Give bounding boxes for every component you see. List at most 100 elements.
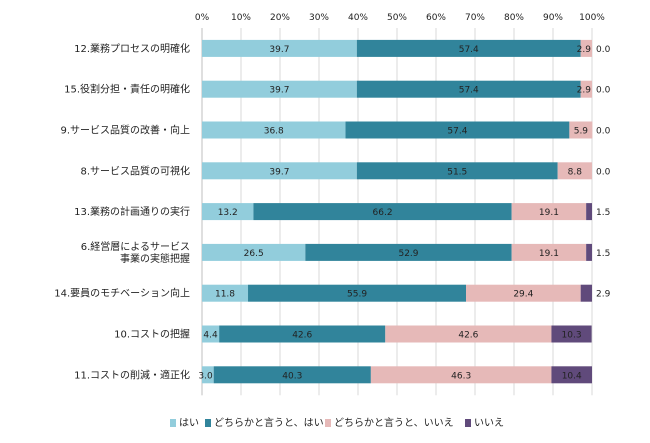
- data-label: 1.5: [596, 208, 610, 218]
- data-label: 39.7: [269, 167, 289, 177]
- bar-segment: [202, 203, 254, 221]
- data-label: 5.9: [574, 127, 589, 137]
- category-label: 8.サービス品質の可視化: [80, 164, 190, 177]
- category-labels: 12.業務プロセスの明確化 15.役割分担・責任の明確化 9.サービス品質の改善・向…: [54, 42, 190, 381]
- x-axis-ticks: 0% 10% 20% 30% 40% 50% 60% 70% 80% 90% 100%: [195, 13, 605, 23]
- data-label: 13.2: [218, 208, 238, 218]
- bar-segment: [213, 366, 371, 384]
- data-label: 19.1: [539, 249, 559, 259]
- x-tick-label: 40%: [348, 13, 368, 23]
- bar-segment: [202, 325, 220, 343]
- bar-segment: [551, 366, 592, 384]
- x-tick-label: 60%: [426, 13, 446, 23]
- bar-segment: [345, 121, 570, 139]
- bar-segment: [202, 243, 306, 261]
- data-label: 26.5: [244, 249, 264, 259]
- data-label: 66.2: [373, 208, 393, 218]
- x-tick-label: 30%: [309, 13, 329, 23]
- category-label: 13.業務の計画通りの実行: [74, 205, 190, 218]
- x-tick-label: 50%: [387, 13, 407, 23]
- data-label: 52.9: [398, 249, 418, 259]
- legend-item-label: どちらかと言うと、いいえ: [334, 416, 454, 429]
- bar-segment: [466, 284, 581, 302]
- data-label: 55.9: [347, 290, 367, 300]
- x-tick-label: 80%: [504, 13, 524, 23]
- bar-segment: [356, 162, 558, 180]
- data-label: 1.5: [596, 249, 610, 259]
- bar-segment: [557, 162, 592, 180]
- x-tick-label: 0%: [195, 13, 210, 23]
- category-label: 10.コストの把握: [114, 328, 190, 341]
- data-label: 10.4: [562, 371, 582, 381]
- bar-segment: [586, 203, 592, 221]
- bars: [202, 39, 593, 384]
- data-label: 19.1: [539, 208, 559, 218]
- x-tick-label: 90%: [543, 13, 563, 23]
- category-label: 11.コストの削減・適正化: [74, 368, 190, 381]
- data-label: 39.7: [269, 86, 289, 96]
- bar-segment: [202, 366, 214, 384]
- bar-segment: [580, 80, 592, 98]
- bar-segment: [219, 325, 386, 343]
- legend-item-label: はい: [179, 417, 199, 429]
- data-label: 10.3: [562, 331, 582, 341]
- data-label: 57.4: [447, 127, 467, 137]
- data-label: 0.0: [596, 127, 611, 137]
- bar-segment: [202, 121, 346, 139]
- data-label: 0.0: [596, 45, 611, 55]
- category-label: 14.要員のモチベーション向上: [54, 287, 190, 300]
- bar-segment: [511, 203, 587, 221]
- bar-segment: [305, 243, 512, 261]
- bar-segment: [385, 325, 552, 343]
- bar-segment: [248, 284, 467, 302]
- value-labels: 39.7 57.4 2.9 0.0 39.7 57.4 2.9 0.0 36.8 57.4 5.9 0…: [198, 45, 610, 381]
- legend-item-label: いいえ: [474, 417, 504, 429]
- bar-segment: [580, 39, 592, 57]
- data-label: 29.4: [513, 290, 533, 300]
- data-label: 57.4: [459, 86, 479, 96]
- bar-segment: [551, 325, 592, 343]
- legend-swatch: [205, 419, 211, 427]
- bar-segment: [202, 80, 357, 98]
- legend-item-label: どちらかと言うと、はい: [214, 416, 324, 429]
- data-label: 51.5: [447, 167, 467, 177]
- data-label: 2.9: [577, 45, 592, 55]
- bar-segment: [569, 121, 593, 139]
- data-label: 42.6: [292, 331, 312, 341]
- bar-segment: [511, 243, 587, 261]
- legend-swatch: [325, 419, 331, 427]
- data-label: 0.0: [596, 86, 611, 96]
- category-label: 6.経営層によるサービス事業の実態把握: [81, 240, 190, 265]
- data-label: 8.8: [568, 167, 583, 177]
- data-label: 57.4: [459, 45, 479, 55]
- bar-segment: [586, 243, 592, 261]
- data-label: 2.9: [577, 86, 592, 96]
- data-label: 3.0: [198, 371, 213, 381]
- bar-segment: [356, 80, 581, 98]
- bar-segment: [202, 39, 357, 57]
- x-tick-label: 20%: [270, 13, 290, 23]
- legend: はい どちらかと言うと、はい どちらかと言うと、いいえ いいえ: [170, 416, 504, 429]
- data-label: 0.0: [596, 167, 611, 177]
- x-tick-label: 70%: [465, 13, 485, 23]
- category-label: 9.サービス品質の改善・向上: [60, 124, 190, 137]
- bar-segment: [202, 162, 357, 180]
- legend-swatch: [170, 419, 176, 427]
- bar-segment: [356, 39, 581, 57]
- x-tick-label: 10%: [231, 13, 251, 23]
- data-label: 42.6: [458, 331, 478, 341]
- x-tick-label: 100%: [579, 13, 605, 23]
- data-label: 40.3: [282, 371, 302, 381]
- category-label: 12.業務プロセスの明確化: [74, 42, 190, 55]
- legend-swatch: [465, 419, 471, 427]
- data-label: 4.4: [203, 331, 218, 341]
- data-label: 11.8: [215, 290, 235, 300]
- data-label: 2.9: [596, 290, 611, 300]
- bar-segment: [370, 366, 552, 384]
- category-label: 15.役割分担・責任の明確化: [64, 83, 190, 96]
- bar-segment: [202, 284, 249, 302]
- bar-segment: [253, 203, 512, 221]
- data-label: 39.7: [269, 45, 289, 55]
- bar-segment: [580, 284, 592, 302]
